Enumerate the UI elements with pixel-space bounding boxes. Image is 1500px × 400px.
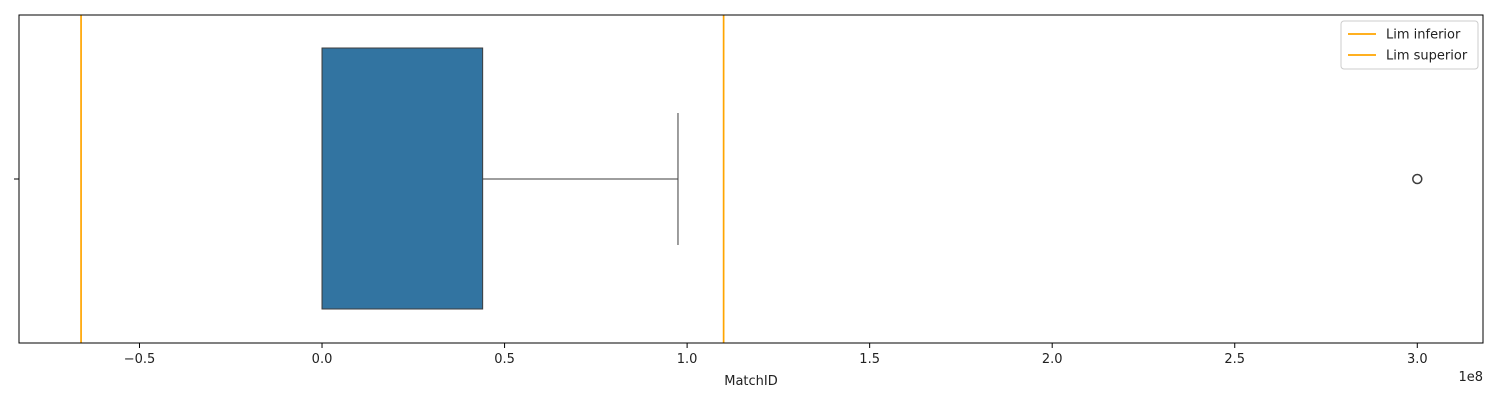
x-axis-offset-label: 1e8 xyxy=(1458,370,1483,385)
outlier-point xyxy=(1412,173,1423,185)
x-tick-label: 1.5 xyxy=(859,352,880,367)
legend-label: Lim superior xyxy=(1386,49,1468,64)
legend-box xyxy=(1340,20,1479,70)
legend-label: Lim inferior xyxy=(1386,28,1461,43)
x-axis-title: MatchID xyxy=(724,374,778,389)
legend: Lim inferior Lim superior xyxy=(1340,20,1479,70)
x-tick-label: 2.5 xyxy=(1224,352,1245,367)
x-tick-label: 2.0 xyxy=(1042,352,1063,367)
x-tick-label: 0.0 xyxy=(312,352,333,367)
x-tick-label: −0.5 xyxy=(124,352,156,367)
x-tick-label: 1.0 xyxy=(677,352,698,367)
x-axis-ticks: −0.5 0.0 0.5 1.0 1.5 2.0 2.5 3.0 xyxy=(124,343,1428,367)
plot-area xyxy=(80,15,1423,343)
x-tick-label: 0.5 xyxy=(494,352,515,367)
x-tick-label: 3.0 xyxy=(1407,352,1428,367)
box-iqr xyxy=(321,47,484,310)
